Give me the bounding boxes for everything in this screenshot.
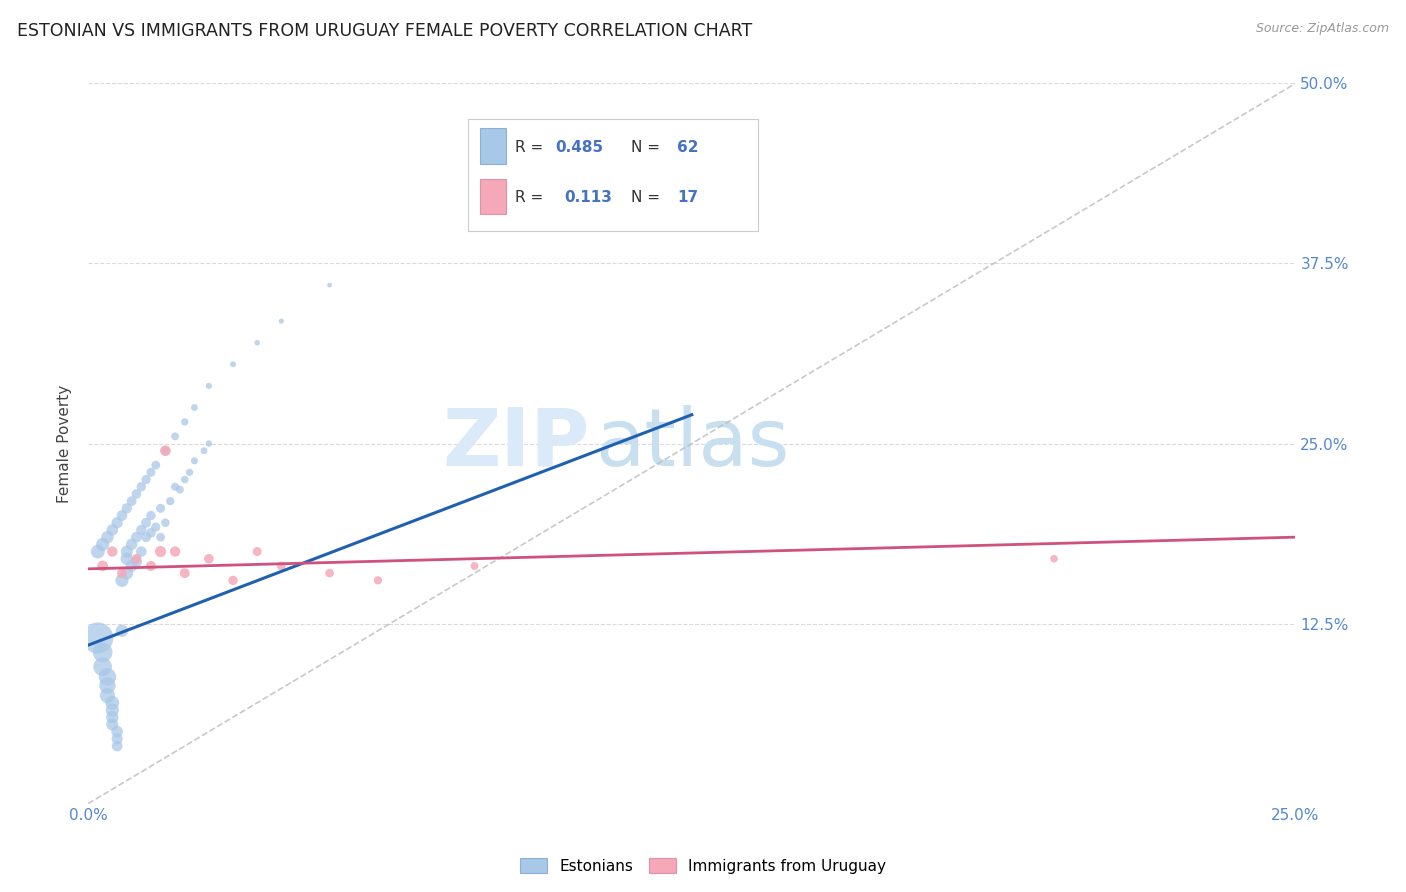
- Point: [463, 558, 485, 573]
- Point: [91, 645, 114, 659]
- Point: [96, 679, 118, 693]
- Point: [165, 480, 187, 494]
- Point: [149, 530, 172, 544]
- Point: [129, 544, 152, 558]
- Point: [222, 357, 245, 371]
- Point: [155, 516, 177, 530]
- Point: [367, 574, 389, 588]
- Point: [198, 379, 221, 393]
- Point: [105, 739, 128, 753]
- Point: [179, 466, 201, 480]
- Point: [91, 558, 114, 573]
- Point: [129, 523, 152, 537]
- Point: [115, 551, 138, 566]
- Point: [111, 566, 134, 581]
- Point: [318, 566, 340, 581]
- Text: ZIP: ZIP: [441, 405, 589, 483]
- Point: [145, 458, 167, 472]
- Point: [139, 508, 162, 523]
- Point: [115, 501, 138, 516]
- Point: [105, 731, 128, 746]
- Point: [111, 624, 134, 638]
- Text: ESTONIAN VS IMMIGRANTS FROM URUGUAY FEMALE POVERTY CORRELATION CHART: ESTONIAN VS IMMIGRANTS FROM URUGUAY FEMA…: [17, 22, 752, 40]
- Point: [125, 487, 148, 501]
- Point: [101, 696, 124, 710]
- Point: [105, 724, 128, 739]
- Point: [173, 415, 195, 429]
- Point: [101, 544, 124, 558]
- Point: [101, 717, 124, 731]
- Y-axis label: Female Poverty: Female Poverty: [58, 384, 72, 503]
- Point: [198, 436, 221, 450]
- Point: [165, 429, 187, 443]
- Point: [159, 494, 181, 508]
- Point: [87, 544, 110, 558]
- Text: Source: ZipAtlas.com: Source: ZipAtlas.com: [1256, 22, 1389, 36]
- Point: [246, 335, 269, 350]
- Point: [105, 516, 128, 530]
- Point: [115, 544, 138, 558]
- Point: [135, 516, 157, 530]
- Point: [145, 520, 167, 534]
- Point: [96, 670, 118, 684]
- Point: [155, 443, 177, 458]
- Point: [101, 523, 124, 537]
- Point: [149, 501, 172, 516]
- Point: [87, 631, 110, 645]
- Point: [169, 483, 191, 497]
- Point: [121, 558, 143, 573]
- Point: [149, 544, 172, 558]
- Point: [1043, 551, 1066, 566]
- Point: [270, 558, 292, 573]
- Point: [125, 551, 148, 566]
- Point: [246, 544, 269, 558]
- Point: [115, 566, 138, 581]
- Point: [101, 703, 124, 717]
- Point: [121, 537, 143, 551]
- Point: [135, 530, 157, 544]
- Point: [129, 480, 152, 494]
- Point: [91, 537, 114, 551]
- Point: [155, 443, 177, 458]
- Point: [173, 473, 195, 487]
- Point: [318, 278, 340, 293]
- Point: [111, 508, 134, 523]
- Point: [111, 574, 134, 588]
- Point: [125, 555, 148, 569]
- Point: [96, 689, 118, 703]
- Point: [125, 530, 148, 544]
- Legend: Estonians, Immigrants from Uruguay: Estonians, Immigrants from Uruguay: [513, 852, 893, 880]
- Point: [198, 551, 221, 566]
- Point: [165, 544, 187, 558]
- Point: [135, 473, 157, 487]
- Point: [139, 558, 162, 573]
- Point: [96, 530, 118, 544]
- Point: [193, 443, 215, 458]
- Point: [183, 401, 205, 415]
- Point: [91, 660, 114, 674]
- Point: [121, 494, 143, 508]
- Point: [183, 454, 205, 468]
- Point: [270, 314, 292, 328]
- Text: atlas: atlas: [595, 405, 790, 483]
- Point: [139, 466, 162, 480]
- Point: [101, 710, 124, 724]
- Point: [139, 525, 162, 540]
- Point: [173, 566, 195, 581]
- Point: [222, 574, 245, 588]
